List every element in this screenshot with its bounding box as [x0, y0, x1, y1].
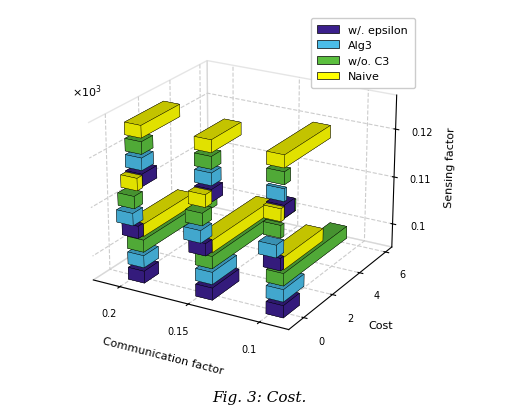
Legend: w/. epsilon, Alg3, w/o. C3, Naive: w/. epsilon, Alg3, w/o. C3, Naive	[311, 19, 415, 89]
X-axis label: Communication factor: Communication factor	[102, 335, 225, 375]
Text: $\times 10^3$: $\times 10^3$	[72, 83, 102, 99]
Y-axis label: Cost: Cost	[369, 320, 393, 330]
Text: Fig. 3: Cost.: Fig. 3: Cost.	[212, 390, 306, 404]
